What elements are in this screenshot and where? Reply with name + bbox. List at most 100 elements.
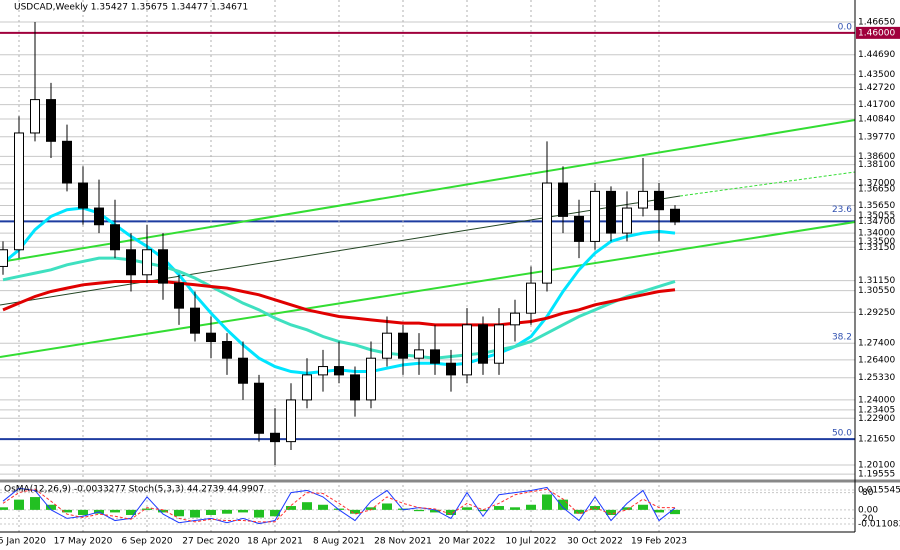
y-tick-label: 1.31150 xyxy=(858,276,895,286)
osma-bar xyxy=(174,509,184,517)
y-tick-label: 1.23405 xyxy=(858,405,895,415)
candle-body xyxy=(334,366,344,376)
y-tick-label: 1.24000 xyxy=(858,395,895,405)
osma-bar xyxy=(606,509,616,515)
y-tick-label: 1.22900 xyxy=(858,414,895,424)
y-tick-label: 1.41700 xyxy=(858,100,895,110)
osma-bar xyxy=(62,509,72,513)
stoch-tick-label: 80 xyxy=(862,488,874,498)
x-tick-label: 26 Jan 2020 xyxy=(0,537,46,547)
candle-body xyxy=(494,324,504,364)
stoch-k xyxy=(2,486,676,525)
osma-bar xyxy=(478,509,488,512)
osma-bar xyxy=(142,508,152,510)
candle-body xyxy=(62,140,72,184)
y-tick-label: 1.39770 xyxy=(858,132,895,142)
x-tick-label: 28 Nov 2021 xyxy=(374,537,432,547)
y-tick-label: 1.21650 xyxy=(858,435,895,445)
x-tick-label: 27 Dec 2020 xyxy=(182,537,240,547)
candle-body xyxy=(318,366,328,376)
candle-body xyxy=(430,349,440,364)
osma-bar xyxy=(286,506,296,510)
x-tick-label: 8 Aug 2021 xyxy=(313,537,365,547)
candle-body xyxy=(606,190,616,234)
y-tick-label: 1.42720 xyxy=(858,83,895,93)
y-tick-label: 1.20100 xyxy=(858,460,895,470)
candle-body xyxy=(302,374,312,401)
osma-bar xyxy=(542,494,552,510)
candle-body xyxy=(222,341,232,359)
stoch-tick-label: 20 xyxy=(862,514,874,524)
stoch-d xyxy=(2,488,676,523)
y-tick-label: 1.46650 xyxy=(858,18,895,28)
y-tick-label: 1.37000 xyxy=(858,179,895,189)
osma-bar xyxy=(414,509,424,512)
osma-tick-label: 0.00 xyxy=(858,505,878,515)
osma-bar xyxy=(78,509,88,515)
y-tick-label: 1.33500 xyxy=(858,237,895,247)
candle-body xyxy=(590,190,600,242)
osma-bar xyxy=(0,507,8,510)
y-tick-label: 1.38600 xyxy=(858,152,895,162)
osma-bar xyxy=(558,499,568,510)
osma-bar xyxy=(366,507,376,510)
indicator-label: OsMA(12,26,9) -0.0033277 Stoch(5,3,3) 44… xyxy=(4,485,264,495)
y-tick-label: 1.44690 xyxy=(858,50,895,60)
osma-bar xyxy=(30,497,40,510)
osma-bar xyxy=(670,509,680,515)
y-tick-label: 1.34000 xyxy=(858,229,895,239)
candle-body xyxy=(14,132,24,251)
osma-bar xyxy=(126,509,136,515)
candle-body xyxy=(462,324,472,376)
candle-body xyxy=(270,432,280,443)
osma-bar xyxy=(526,504,536,510)
osma-bar xyxy=(638,504,648,510)
candle-body xyxy=(238,357,248,384)
candle-body xyxy=(174,282,184,309)
y-tick-label: 1.19555 xyxy=(858,470,895,480)
channel-upper xyxy=(0,119,856,263)
y-tick-label: 1.35055 xyxy=(858,211,895,221)
candle-body xyxy=(382,332,392,359)
osma-bar xyxy=(350,509,360,514)
osma-bar xyxy=(158,509,168,513)
y-tick-label: 1.34700 xyxy=(858,217,895,227)
candle-body xyxy=(366,357,376,401)
candle-body xyxy=(286,399,296,443)
y-tick-label: 1.35650 xyxy=(858,201,895,211)
x-tick-label: 6 Sep 2020 xyxy=(121,537,173,547)
osma-bar xyxy=(574,509,584,514)
osma-bar xyxy=(430,509,440,513)
candle-body xyxy=(30,99,40,134)
moving-average xyxy=(2,279,676,327)
candle-body xyxy=(46,99,56,142)
osma-bar xyxy=(254,509,264,518)
osma-bar xyxy=(270,509,280,517)
osma-bar xyxy=(654,509,664,513)
candle-body xyxy=(638,190,648,209)
y-tick-label: 1.30550 xyxy=(858,286,895,296)
fib-label: 50.0 xyxy=(832,429,852,439)
candle-body xyxy=(526,282,536,314)
candle-body xyxy=(414,349,424,359)
candle-body xyxy=(94,207,104,226)
fib-label: 38.2 xyxy=(832,333,852,343)
y-tick-label: 1.43500 xyxy=(858,70,895,80)
x-tick-label: 17 May 2020 xyxy=(54,537,113,547)
y-tick-label: 1.36650 xyxy=(858,184,895,194)
candle-body xyxy=(142,249,152,276)
candle-body xyxy=(670,208,680,223)
osma-bar xyxy=(190,509,200,518)
candle-body xyxy=(158,249,168,284)
candle-body xyxy=(110,224,120,251)
candle-body xyxy=(398,332,408,359)
plot-layer xyxy=(0,22,680,525)
y-tick-label: 1.40840 xyxy=(858,114,895,124)
candle-body xyxy=(206,332,216,343)
trend-extension xyxy=(679,171,856,197)
osma-bar xyxy=(462,507,472,510)
osma-bar xyxy=(318,504,328,510)
y-tick-label: 1.27400 xyxy=(858,339,895,349)
candle-body xyxy=(654,190,664,211)
osma-tick-label: -0.011083 xyxy=(858,520,900,530)
